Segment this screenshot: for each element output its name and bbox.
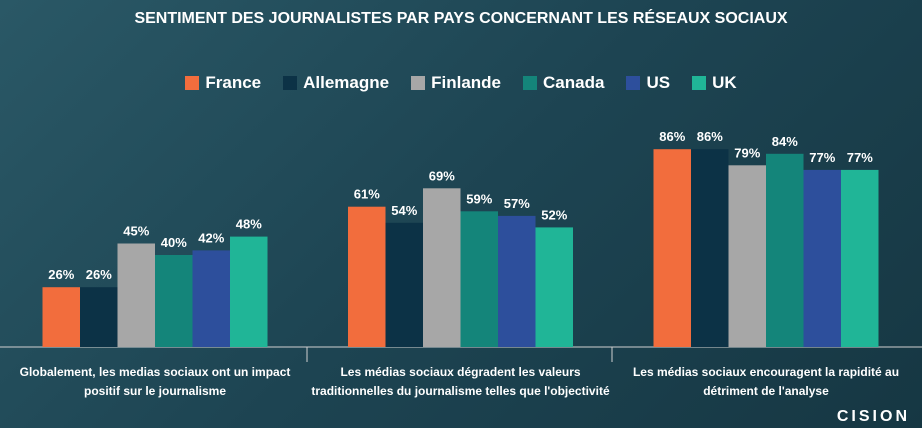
bar xyxy=(841,169,879,347)
legend-label: Finlande xyxy=(431,73,502,92)
bar xyxy=(460,211,498,347)
bar xyxy=(230,236,268,347)
data-label: 59% xyxy=(466,191,492,206)
bar xyxy=(348,206,386,347)
bar xyxy=(498,215,536,347)
data-label: 61% xyxy=(354,187,380,202)
legend-swatch xyxy=(185,76,200,90)
data-label: 26% xyxy=(48,267,74,282)
data-label: 52% xyxy=(541,207,567,222)
legend-item: Allemagne xyxy=(283,73,389,93)
data-label: 40% xyxy=(161,235,187,250)
legend-item: Finlande xyxy=(411,73,501,93)
data-label: 69% xyxy=(429,168,455,183)
legend-label: Allemagne xyxy=(303,73,390,92)
bar xyxy=(728,165,766,347)
bar xyxy=(192,250,230,347)
legend-item: France xyxy=(185,73,261,93)
legend-swatch xyxy=(283,76,298,90)
data-label: 79% xyxy=(734,145,760,160)
legend-item: Canada xyxy=(523,73,604,93)
bar xyxy=(766,153,804,347)
data-label: 77% xyxy=(809,150,835,165)
legend-swatch xyxy=(626,76,641,90)
legend: France Allemagne Finlande Canada US UK xyxy=(0,73,922,93)
logo: CISION xyxy=(836,408,910,425)
legend-item: US xyxy=(626,73,670,93)
bar xyxy=(117,243,155,347)
legend-label: France xyxy=(205,73,262,92)
data-label: 54% xyxy=(391,203,417,218)
legend-label: Canada xyxy=(543,73,605,92)
bar xyxy=(535,227,573,347)
bar xyxy=(155,255,193,347)
x-tick-label: Les médias sociaux encouragent la rapidi… xyxy=(632,365,900,398)
legend-label: UK xyxy=(712,73,737,92)
data-label: 77% xyxy=(847,150,873,165)
chart-title: SENTIMENT DES JOURNALISTES PAR PAYS CONC… xyxy=(134,10,788,27)
data-label: 42% xyxy=(198,230,224,245)
bar xyxy=(80,287,118,347)
x-tick-label: Globalement, les medias sociaux ont un i… xyxy=(19,365,291,398)
x-tick-label: Les médias sociaux dégradent les valeurs… xyxy=(311,365,610,398)
data-label: 48% xyxy=(236,217,262,232)
bar xyxy=(653,149,691,347)
legend-swatch xyxy=(692,76,707,90)
bar xyxy=(803,169,841,347)
legend-label: US xyxy=(646,73,671,92)
data-label: 26% xyxy=(86,267,112,282)
legend-item: UK xyxy=(692,73,737,93)
bar xyxy=(691,149,729,347)
bar xyxy=(42,287,80,347)
bar xyxy=(423,188,461,347)
data-label: 86% xyxy=(659,129,685,144)
data-label: 57% xyxy=(504,196,530,211)
legend-swatch xyxy=(523,76,538,90)
data-label: 84% xyxy=(772,134,798,149)
bar xyxy=(385,222,423,347)
legend-swatch xyxy=(411,76,426,90)
data-label: 86% xyxy=(697,129,723,144)
data-label: 45% xyxy=(123,224,149,239)
